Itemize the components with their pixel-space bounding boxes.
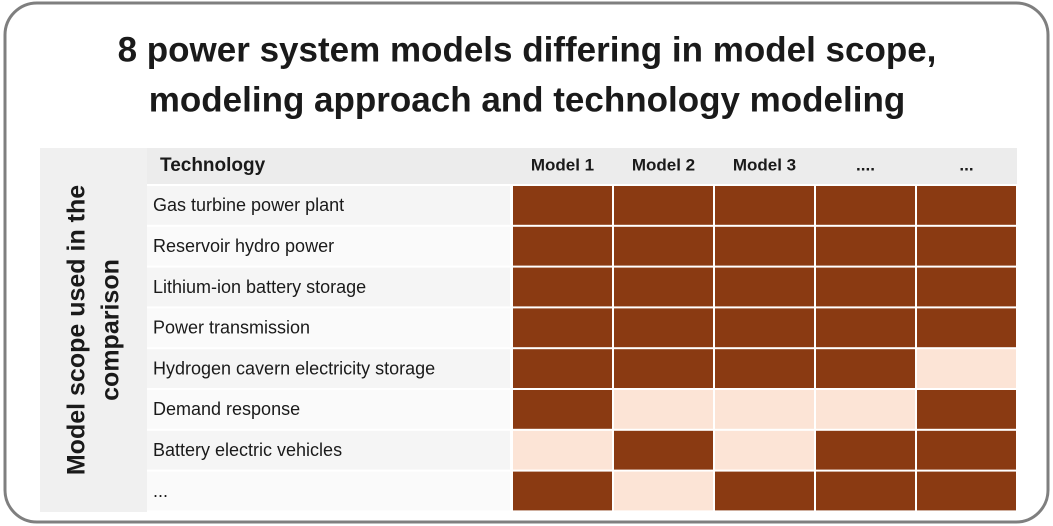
side-label: Model scope used in the	[63, 185, 91, 475]
cell	[917, 430, 1016, 470]
cell	[715, 308, 814, 348]
cell	[513, 186, 612, 225]
cell	[816, 390, 915, 429]
cell	[917, 390, 1016, 429]
cell	[816, 349, 915, 388]
cell	[715, 349, 814, 388]
cell	[917, 471, 1016, 511]
cell	[715, 186, 814, 225]
cell	[917, 226, 1016, 266]
cell	[816, 186, 915, 225]
row-label: Power transmission	[153, 318, 310, 338]
row-label-bg	[147, 471, 510, 511]
cell	[816, 226, 915, 266]
header-cell: Model 3	[733, 155, 796, 174]
row-label-bg	[147, 308, 510, 348]
row-label: Reservoir hydro power	[153, 236, 334, 256]
cell	[614, 471, 713, 511]
side-panel	[40, 148, 147, 512]
cell	[715, 390, 814, 429]
row-label: Battery electric vehicles	[153, 440, 342, 460]
row-label-bg	[147, 390, 510, 429]
row-label: ...	[153, 481, 168, 501]
cell	[816, 430, 915, 470]
row-label-bg	[147, 349, 510, 388]
row-label: Lithium-ion battery storage	[153, 277, 366, 297]
cell	[715, 430, 814, 470]
cell	[614, 349, 713, 388]
row-label-bg	[147, 267, 510, 307]
cell	[513, 226, 612, 266]
row-label: Hydrogen cavern electricity storage	[153, 358, 435, 378]
cell	[816, 267, 915, 307]
row-label: Gas turbine power plant	[153, 195, 344, 215]
cell	[917, 349, 1016, 388]
cell	[513, 349, 612, 388]
cell	[917, 308, 1016, 348]
cell	[917, 186, 1016, 225]
header-cell: ...	[959, 155, 973, 174]
cell	[513, 267, 612, 307]
cell	[614, 226, 713, 266]
cell	[614, 390, 713, 429]
cell	[513, 430, 612, 470]
title-line: modeling approach and technology modelin…	[149, 80, 905, 119]
cell	[614, 186, 713, 225]
cell	[614, 308, 713, 348]
header-row	[147, 148, 1017, 184]
header-cell: Model 2	[632, 155, 695, 174]
cell	[614, 430, 713, 470]
cell	[715, 471, 814, 511]
title-line: 8 power system models differing in model…	[118, 30, 937, 69]
header-cell: Model 1	[531, 155, 594, 174]
cell	[614, 267, 713, 307]
cell	[513, 471, 612, 511]
row-label-bg	[147, 430, 510, 470]
row-label: Demand response	[153, 399, 300, 419]
header-cell: Technology	[160, 155, 266, 176]
header-cell: ....	[856, 155, 875, 174]
cell	[917, 267, 1016, 307]
cell	[513, 308, 612, 348]
row-label-bg	[147, 186, 510, 225]
cell	[715, 226, 814, 266]
cell	[513, 390, 612, 429]
cell	[816, 471, 915, 511]
cell	[816, 308, 915, 348]
row-label-bg	[147, 226, 510, 266]
cell	[715, 267, 814, 307]
side-label: comparison	[97, 259, 125, 401]
